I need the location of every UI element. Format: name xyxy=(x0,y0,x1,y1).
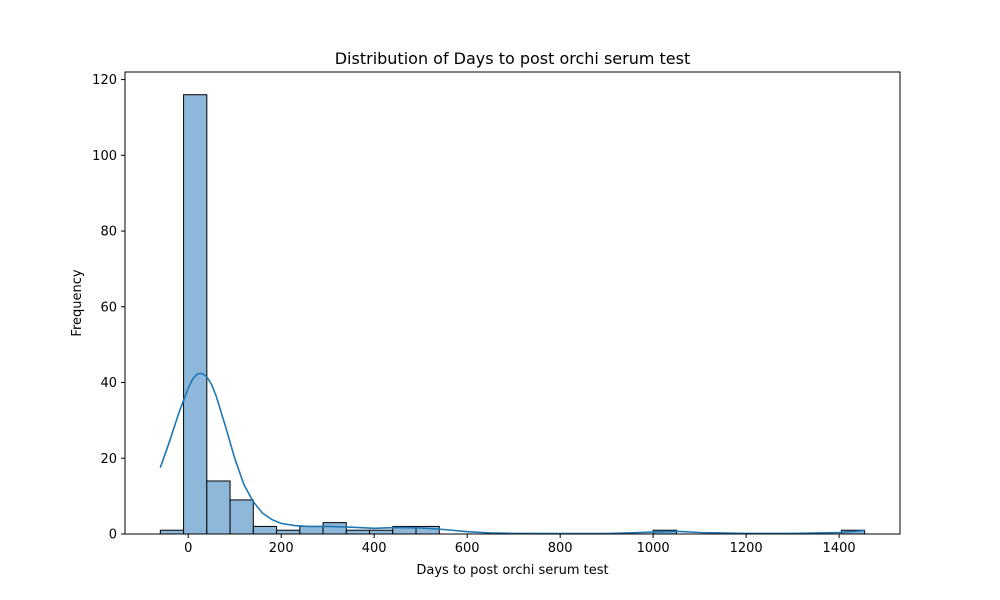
y-axis: 0 20 40 60 80 100 120 xyxy=(92,73,125,543)
kde-line xyxy=(159,372,865,535)
x-axis-label: Days to post orchi serum test xyxy=(416,563,608,578)
x-tick-label: 800 xyxy=(548,541,573,556)
y-tick-label: 60 xyxy=(100,300,117,315)
y-tick-label: 0 xyxy=(109,528,117,543)
x-tick-label: 200 xyxy=(269,541,294,556)
histogram-bar-9 xyxy=(369,529,394,535)
histogram-bar-3 xyxy=(229,499,254,535)
y-tick-label: 120 xyxy=(92,73,117,88)
bars-group xyxy=(159,94,866,535)
x-tick-label: 1000 xyxy=(637,541,670,556)
y-tick-label: 40 xyxy=(100,376,117,391)
plot-area-frame xyxy=(124,71,901,535)
x-axis: 0 200 400 600 800 1000 1200 1400 xyxy=(184,534,856,556)
histogram-bar-2 xyxy=(206,480,231,535)
histogram-bar-5 xyxy=(276,529,301,535)
y-tick-label: 20 xyxy=(100,452,117,467)
histogram-bar-0 xyxy=(159,529,185,535)
x-tick-label: 1400 xyxy=(823,541,856,556)
histogram-bar-1 xyxy=(183,94,208,535)
histogram-bar-8 xyxy=(345,529,371,535)
x-tick-label: 600 xyxy=(455,541,480,556)
y-tick-label: 80 xyxy=(100,225,117,240)
histogram-bar-4 xyxy=(252,525,278,535)
chart-title: Distribution of Days to post orchi serum… xyxy=(335,49,691,68)
histogram-bar-6 xyxy=(299,525,324,535)
histogram-bar-7 xyxy=(322,522,347,535)
y-axis-label: Frequency xyxy=(70,269,85,336)
x-tick-label: 1200 xyxy=(730,541,763,556)
y-tick-label: 100 xyxy=(92,149,117,164)
x-tick-label: 400 xyxy=(362,541,387,556)
x-tick-label: 0 xyxy=(184,541,192,556)
